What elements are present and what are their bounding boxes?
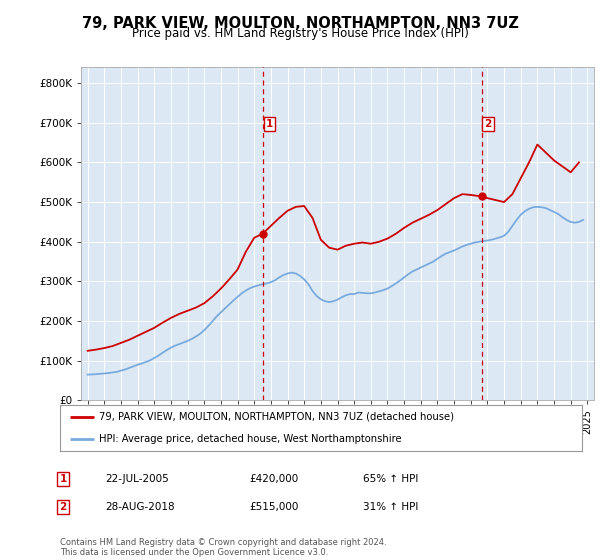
- Text: 28-AUG-2018: 28-AUG-2018: [105, 502, 175, 512]
- Text: 1: 1: [59, 474, 67, 484]
- Text: 1: 1: [266, 119, 273, 129]
- Text: 65% ↑ HPI: 65% ↑ HPI: [363, 474, 418, 484]
- Text: HPI: Average price, detached house, West Northamptonshire: HPI: Average price, detached house, West…: [99, 434, 402, 444]
- Text: 31% ↑ HPI: 31% ↑ HPI: [363, 502, 418, 512]
- Text: £420,000: £420,000: [249, 474, 298, 484]
- Text: Price paid vs. HM Land Registry's House Price Index (HPI): Price paid vs. HM Land Registry's House …: [131, 27, 469, 40]
- Text: 2: 2: [59, 502, 67, 512]
- Text: Contains HM Land Registry data © Crown copyright and database right 2024.: Contains HM Land Registry data © Crown c…: [60, 538, 386, 547]
- Text: This data is licensed under the Open Government Licence v3.0.: This data is licensed under the Open Gov…: [60, 548, 328, 557]
- Text: 22-JUL-2005: 22-JUL-2005: [105, 474, 169, 484]
- Text: 2: 2: [484, 119, 491, 129]
- Text: £515,000: £515,000: [249, 502, 298, 512]
- Text: 79, PARK VIEW, MOULTON, NORTHAMPTON, NN3 7UZ (detached house): 79, PARK VIEW, MOULTON, NORTHAMPTON, NN3…: [99, 412, 454, 422]
- Text: 79, PARK VIEW, MOULTON, NORTHAMPTON, NN3 7UZ: 79, PARK VIEW, MOULTON, NORTHAMPTON, NN3…: [82, 16, 518, 31]
